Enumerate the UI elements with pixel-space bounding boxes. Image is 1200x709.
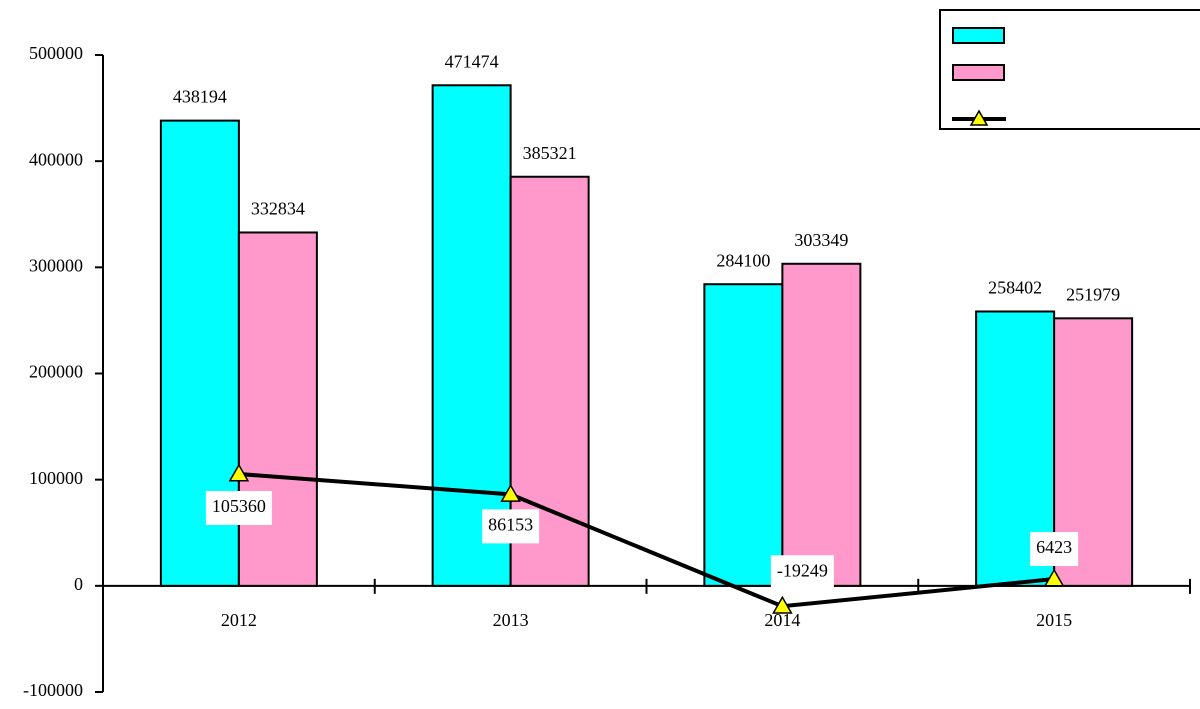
legend-swatch [952,27,1005,44]
y-tick-label: 300000 [29,255,83,275]
x-tick-label: 2012 [221,610,257,630]
bar-value-label: 258402 [988,278,1042,298]
bar-value-label: 471474 [445,51,499,71]
value-label-background [1030,532,1079,567]
x-tick-label: 2014 [764,610,800,630]
bar-value-label: 438194 [173,87,227,107]
bar [703,283,784,587]
bar [237,231,318,587]
legend-swatch [952,64,1005,81]
bar-value-label: 303349 [794,230,848,250]
bar-value-label: 251979 [1066,284,1120,304]
x-tick-label: 2015 [1036,610,1072,630]
line-marker [500,483,521,502]
legend-marker [969,109,989,126]
bar-value-label: 332834 [251,199,305,219]
bar [781,262,862,587]
bar-value-label: 385321 [523,143,577,163]
y-tick-label: 500000 [29,43,83,63]
y-tick-label: -100000 [23,680,83,700]
value-label-background [205,490,272,525]
value-label-background [770,555,834,590]
y-tick-label: 100000 [29,468,83,488]
line-value-label: 86153 [488,514,533,534]
x-tick-label: 2013 [493,610,529,630]
bar-value-label: 284100 [716,250,770,270]
line-marker [772,595,793,614]
value-label-background [482,509,540,544]
line-value-label: -19249 [777,560,828,580]
line [238,471,1055,609]
line-marker [228,463,250,482]
y-tick-label: 200000 [29,362,83,382]
line-marker [1043,568,1065,587]
line-value-label: 6423 [1036,537,1072,557]
y-tick-label: 400000 [29,149,83,169]
line-value-label: 105360 [212,496,266,516]
bar [431,84,512,587]
y-tick-label: 0 [74,574,83,594]
